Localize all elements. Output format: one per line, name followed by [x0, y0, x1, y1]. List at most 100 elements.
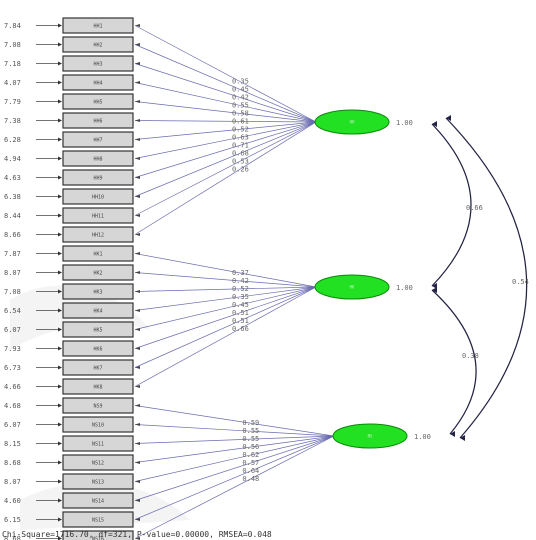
loading-value: 0.35 [232, 293, 249, 301]
observed-hh11: HH11 8.44 [4, 207, 134, 224]
loading-path [134, 63, 317, 123]
loading-arrowhead [135, 442, 140, 445]
observed-box [62, 188, 134, 205]
error-arrowhead [58, 308, 62, 313]
error-variance: 6.07 [4, 326, 21, 334]
loading-path [134, 435, 335, 463]
loading-value: 0.58 [232, 109, 249, 117]
loading-arrowhead [135, 461, 140, 464]
observed-label: NS12 [92, 461, 104, 467]
observed-hk5: HK5 6.07 [4, 321, 134, 338]
observed-box [62, 321, 134, 338]
loading-arrowhead [135, 537, 140, 540]
loading-value: 0.26 [232, 165, 249, 173]
error-arrowhead [58, 327, 62, 332]
observed-hk4: HK4 6.54 [4, 302, 134, 319]
observed-box [62, 435, 134, 452]
error-arrowhead [58, 289, 62, 294]
observed-label: HH6 [93, 119, 102, 125]
covariance-arcs: 0.66 0.38 0.54 [431, 115, 529, 441]
latent-label: NS [368, 434, 373, 439]
covariance-hh-hk: 0.66 [431, 121, 483, 289]
covariance-arrowhead [446, 115, 451, 121]
loading-value: 0.55 [242, 427, 259, 435]
error-arrowhead [58, 346, 62, 351]
observed-label: HH7 [93, 138, 102, 144]
error-variance: 4.66 [4, 383, 21, 391]
observed-box [62, 36, 134, 53]
loading-path [134, 121, 317, 197]
fit-statistics: Chi-Square=1716.70, df=321, P-value=0.00… [2, 530, 272, 539]
loading-arrowhead [135, 290, 140, 293]
observed-box [62, 473, 134, 490]
observed-label: HK2 [93, 271, 102, 277]
error-variance: 8.07 [4, 269, 21, 277]
error-variance: 6.15 [4, 516, 21, 524]
loading-arrowhead [135, 119, 140, 122]
observed-hh12: HH12 8.66 [4, 226, 134, 243]
latent-hk: HK 1.00 [314, 274, 413, 300]
error-variance: 4.60 [4, 497, 21, 505]
latent-hh: HH 1.00 [314, 109, 413, 135]
loading-value: 0.45 [232, 85, 249, 93]
observed-box [62, 169, 134, 186]
error-arrowhead [58, 175, 62, 180]
observed-box [62, 74, 134, 91]
loading-value: 0.71 [232, 141, 249, 149]
observed-label: NS14 [92, 499, 104, 505]
observed-label: HH1 [93, 24, 102, 30]
loading-value: 0.51 [232, 309, 249, 317]
loading-value: 0.52 [232, 285, 249, 293]
loading-path [134, 435, 335, 520]
error-variance: 7.87 [4, 250, 21, 258]
loading-path [134, 435, 335, 501]
observed-box [62, 264, 134, 281]
observed-ns16: NS16 8.68 [4, 530, 134, 540]
loading-value: 0.35 [232, 77, 249, 85]
loading-arrowhead [135, 43, 140, 46]
loading-path [134, 101, 317, 123]
error-arrowhead [58, 137, 62, 142]
observed-hh8: HH8 4.94 [4, 150, 134, 167]
observed-hk2: HK2 8.07 [4, 264, 134, 281]
observed-label: HH2 [93, 43, 102, 49]
loading-path [134, 121, 317, 178]
observed-box [62, 416, 134, 433]
observed-ns12: NS12 8.68 [4, 454, 134, 471]
observed-label: NS11 [92, 442, 104, 448]
error-arrowhead [58, 194, 62, 199]
loading-arrowhead [135, 195, 140, 198]
covariance-value: 0.66 [466, 204, 483, 212]
observed-label: NS9 [93, 404, 102, 410]
error-arrowhead [58, 232, 62, 237]
observed-box [62, 93, 134, 110]
loading-arrowhead [135, 423, 140, 426]
observed-box [62, 359, 134, 376]
observed-label: HK5 [93, 328, 102, 334]
observed-hh3: HH3 7.18 [4, 55, 134, 72]
observed-label: HK4 [93, 309, 102, 315]
observed-label: HH4 [93, 81, 102, 87]
observed-label: HK7 [93, 366, 102, 372]
loading-value: 0.57 [242, 459, 259, 467]
observed-variables: HH1 7.84 HH2 7.08 HH3 7.18 HH4 4.07 HH5 7.79 HH6 7.… [4, 17, 134, 540]
observed-box [62, 55, 134, 72]
observed-label: HH8 [93, 157, 102, 163]
error-arrowhead [58, 365, 62, 370]
error-variance: 7.93 [4, 345, 21, 353]
latent-variance: 1.00 [396, 284, 413, 292]
loading-path [134, 435, 335, 444]
observed-box [62, 131, 134, 148]
loading-value: 0.37 [232, 269, 249, 277]
latent-ellipse [314, 274, 390, 300]
loading-path [134, 120, 317, 123]
loading-path [134, 121, 317, 159]
error-variance: 8.07 [4, 478, 21, 486]
loading-arrowhead [135, 328, 140, 331]
latent-label: HH [350, 120, 355, 125]
error-variance: 7.08 [4, 288, 21, 296]
observed-label: HK6 [93, 347, 102, 353]
observed-box [62, 530, 134, 540]
loading-value: 0.59 [242, 419, 259, 427]
